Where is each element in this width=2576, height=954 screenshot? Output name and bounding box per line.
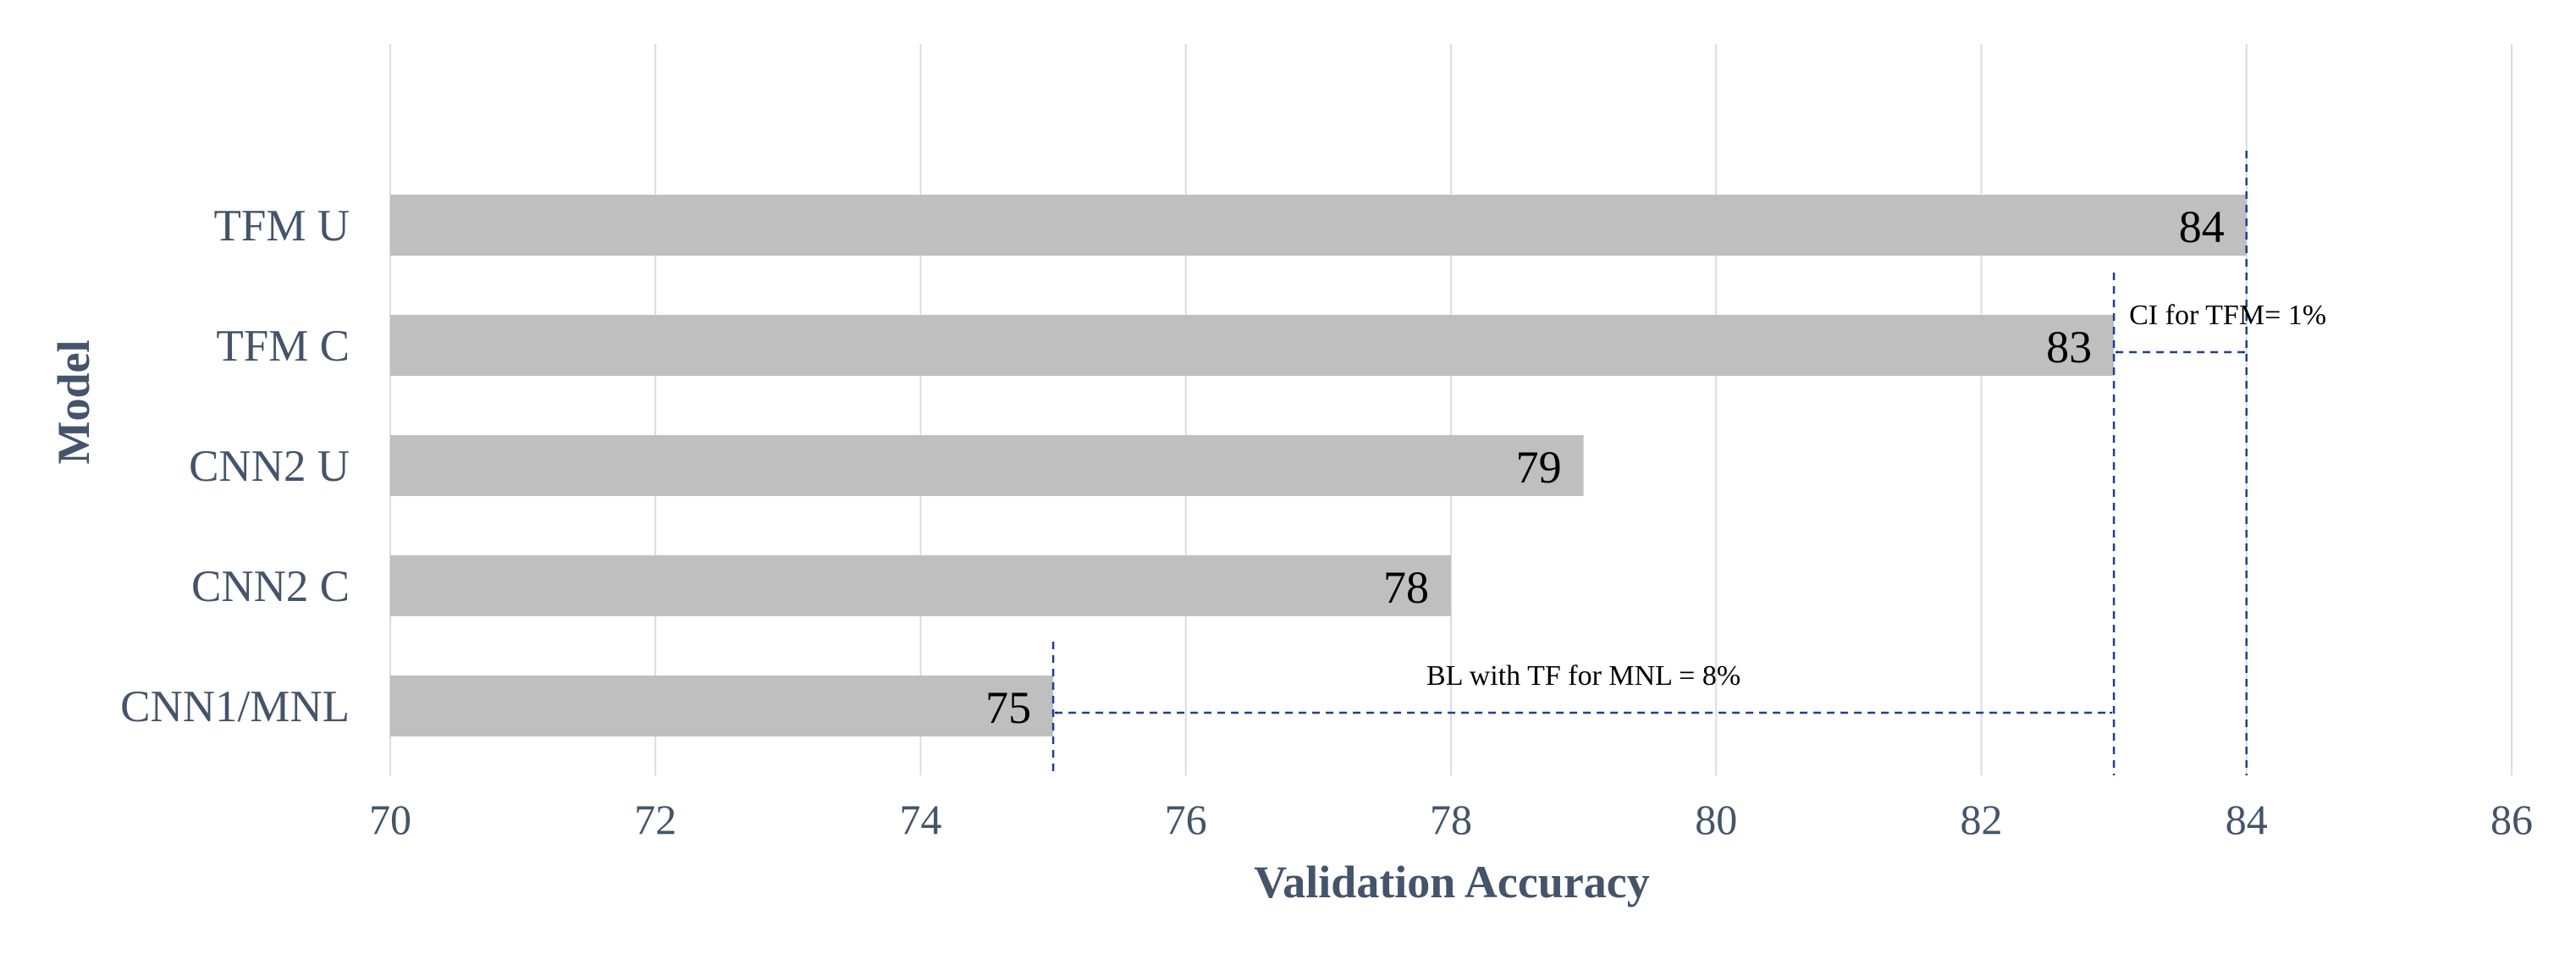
- category-label: CNN2 U: [189, 442, 350, 491]
- x-tick-label: 74: [900, 796, 942, 843]
- x-tick-label: 86: [2491, 796, 2533, 843]
- x-tick-label: 70: [369, 796, 411, 843]
- x-tick-label: 84: [2226, 796, 2268, 843]
- x-tick-label: 76: [1165, 796, 1207, 843]
- data-label: 84: [2179, 201, 2225, 252]
- bar: [390, 555, 1451, 616]
- category-label: TFM C: [216, 322, 350, 371]
- y-axis-title: Model: [48, 340, 99, 465]
- x-tick-label: 80: [1695, 796, 1737, 843]
- reference-lines: [1051, 151, 2248, 775]
- category-label: CNN1/MNL: [120, 682, 350, 731]
- bar: [390, 195, 2247, 256]
- annotations: CI for TFM= 1% BL with TF for MNL = 8%: [1054, 300, 2326, 714]
- annotation-text: CI for TFM= 1%: [2129, 300, 2326, 331]
- data-label: 78: [1383, 562, 1429, 613]
- data-label: 83: [2046, 322, 2092, 372]
- grid-lines: [389, 44, 2513, 775]
- x-tick-label: 78: [1430, 796, 1472, 843]
- bar: [390, 435, 1584, 496]
- bars: [390, 195, 2247, 736]
- labels: 70 72 74 76 78 80 82 84 86 TFM U 84 TFM C 83 CNN2 U 79…: [120, 201, 2533, 843]
- bar: [390, 315, 2115, 376]
- x-axis-title: Validation Accuracy: [1254, 857, 1650, 907]
- x-tick-label: 82: [1961, 796, 2003, 843]
- category-label: TFM U: [213, 201, 350, 251]
- data-label: 75: [985, 682, 1031, 733]
- data-label: 79: [1516, 442, 1562, 493]
- annotation-text: BL with TF for MNL = 8%: [1426, 660, 1740, 692]
- bar: [390, 676, 1054, 736]
- x-tick-label: 72: [634, 796, 676, 843]
- category-label: CNN2 C: [191, 562, 350, 611]
